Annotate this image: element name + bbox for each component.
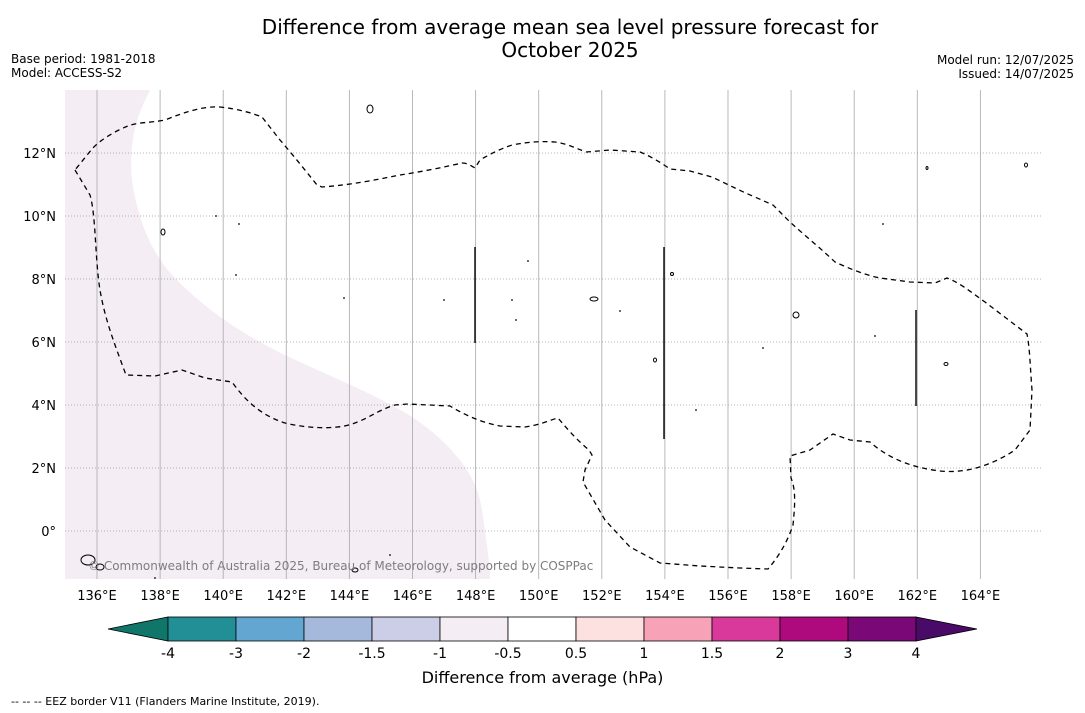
island-dot (443, 299, 445, 301)
island-outline (1024, 162, 1028, 168)
colorbar-segment (847, 616, 917, 642)
island-dot (695, 409, 697, 411)
colorbar-segment (167, 616, 237, 642)
colorbar-tick-label: 1 (640, 646, 649, 662)
island-dot (515, 319, 517, 321)
island-dot (238, 223, 240, 225)
island-dot (882, 223, 884, 225)
longitude-tick-label: 154°E (645, 589, 685, 604)
island-dot (619, 310, 621, 312)
model-label: Model: ACCESS-S2 (11, 66, 123, 80)
latitude-tick-label: 10°N (23, 210, 56, 225)
island-outline (95, 563, 105, 571)
colorbar-tick-label: -0.5 (494, 646, 521, 662)
island-outline (351, 567, 359, 573)
island-outline (366, 104, 374, 114)
colorbar-tick-label: -2 (297, 646, 311, 662)
colorbar-segment (575, 616, 645, 642)
colorbar: -4 -3 -2 -1.5 -1 -0.5 0.5 1 1.5 2 3 4 (107, 616, 978, 662)
eez-legend-note: -- -- -- EEZ border V11 (Flanders Marine… (11, 695, 320, 708)
colorbar-segment (303, 616, 373, 642)
latitude-tick-label: 6°N (32, 336, 57, 351)
longitude-tick-label: 138°E (140, 589, 180, 604)
shaded-anomaly-region (65, 90, 490, 579)
longitude-tick-label: 152°E (582, 589, 622, 604)
colorbar-segment (371, 616, 441, 642)
island-dot (874, 335, 876, 337)
colorbar-tick-label: 1.5 (701, 646, 723, 662)
longitude-tick-label: 164°E (961, 589, 1001, 604)
island-outline (653, 357, 657, 363)
longitude-tick-label: 144°E (330, 589, 370, 604)
latitude-tick-label: 0° (41, 525, 56, 540)
longitude-axis-labels: 136°E 138°E 140°E 142°E 144°E 146°E 148°E 150°E… (77, 589, 1000, 604)
colorbar-segment (439, 616, 509, 642)
base-period-label: Base period: 1981-2018 (11, 52, 156, 66)
colorbar-tick-label: 0.5 (565, 646, 587, 662)
island-outline (160, 228, 166, 236)
colorbar-segment (779, 616, 849, 642)
island-dot (527, 260, 529, 262)
island-dot (343, 297, 345, 299)
colorbar-segment (711, 616, 781, 642)
model-run-label: Model run: 12/07/2025 (936, 53, 1074, 67)
colorbar-tick-label: 3 (844, 646, 853, 662)
latitude-axis-labels: 12°N 10°N 8°N 6°N 4°N 2°N 0° (23, 147, 56, 540)
colorbar-title: Difference from average (hPa) (421, 668, 664, 687)
longitude-tick-label: 146°E (393, 589, 433, 604)
colorbar-tick-label: -3 (229, 646, 243, 662)
longitude-tick-label: 148°E (456, 589, 496, 604)
latitude-tick-label: 8°N (32, 273, 57, 288)
issued-label: Issued: 14/07/2025 (958, 67, 1074, 81)
chart-title-line-2: October 2025 (501, 38, 639, 62)
island-outline (589, 296, 599, 302)
longitude-tick-label: 162°E (898, 589, 938, 604)
latitude-tick-label: 12°N (23, 147, 56, 162)
latitude-tick-label: 4°N (32, 399, 57, 414)
map-gridlines (65, 90, 1043, 579)
map-plot-area (65, 90, 1043, 579)
colorbar-tick-label: 4 (912, 646, 921, 662)
copyright-notice: © Commonwealth of Australia 2025, Bureau… (88, 559, 593, 573)
longitude-tick-label: 160°E (834, 589, 874, 604)
colorbar-tick-label: -1.5 (358, 646, 385, 662)
island-dot (235, 274, 237, 276)
island-outline (792, 311, 800, 319)
colorbar-segment (507, 616, 577, 642)
longitude-tick-label: 156°E (708, 589, 748, 604)
island-outline (670, 272, 674, 276)
longitude-tick-label: 142°E (267, 589, 307, 604)
island-outline (943, 362, 949, 366)
colorbar-over-extension (915, 616, 978, 642)
colorbar-tick-label: -4 (161, 646, 175, 662)
colorbar-tick-label: -1 (433, 646, 447, 662)
longitude-tick-label: 158°E (771, 589, 811, 604)
island-dot (154, 577, 156, 579)
longitude-tick-label: 140°E (203, 589, 243, 604)
island-outline (925, 166, 929, 170)
latitude-tick-label: 2°N (32, 462, 57, 477)
longitude-tick-label: 136°E (77, 589, 117, 604)
colorbar-segment (643, 616, 713, 642)
colorbar-tick-label: 2 (776, 646, 785, 662)
colorbar-segment (235, 616, 305, 642)
island-outline (80, 554, 96, 566)
colorbar-under-extension (107, 616, 169, 642)
island-dot (762, 347, 764, 349)
island-dot (389, 554, 391, 556)
eez-border-line (74, 106, 1033, 570)
island-dot (215, 215, 217, 217)
chart-title-line-1: Difference from average mean sea level p… (261, 15, 879, 39)
island-outlines (80, 104, 1028, 579)
longitude-tick-label: 150°E (519, 589, 559, 604)
island-dot (511, 299, 513, 301)
